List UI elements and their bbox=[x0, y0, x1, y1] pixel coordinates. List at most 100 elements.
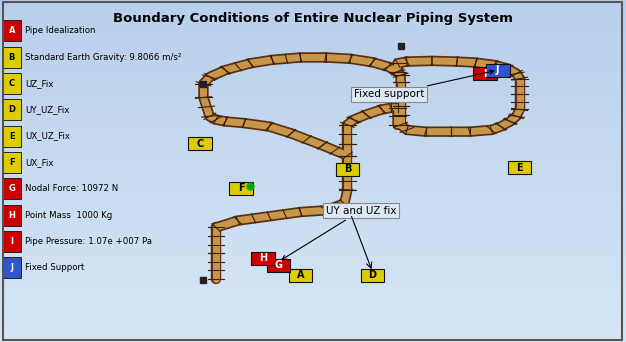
Bar bbox=[0, 333, 626, 335]
Bar bbox=[0, 299, 626, 301]
Bar bbox=[0, 31, 626, 32]
Bar bbox=[0, 180, 626, 181]
Bar bbox=[0, 139, 626, 140]
Bar bbox=[0, 38, 626, 39]
Bar bbox=[0, 51, 626, 53]
Bar bbox=[0, 123, 626, 125]
Bar bbox=[0, 279, 626, 280]
Bar bbox=[0, 214, 626, 215]
Bar bbox=[0, 226, 626, 227]
Bar bbox=[0, 253, 626, 255]
Text: H: H bbox=[259, 253, 267, 263]
Text: Fixed support: Fixed support bbox=[354, 70, 494, 100]
Bar bbox=[0, 284, 626, 286]
Bar bbox=[0, 135, 626, 137]
FancyBboxPatch shape bbox=[3, 126, 21, 147]
Bar bbox=[0, 9, 626, 10]
Text: UX_Fix: UX_Fix bbox=[25, 158, 54, 167]
Bar bbox=[0, 3, 626, 5]
Bar bbox=[0, 145, 626, 147]
Bar bbox=[0, 183, 626, 185]
Text: Fixed Support: Fixed Support bbox=[25, 263, 85, 272]
Bar bbox=[0, 190, 626, 192]
Bar bbox=[0, 96, 626, 97]
Bar bbox=[0, 17, 626, 19]
Bar bbox=[0, 251, 626, 253]
Bar bbox=[0, 14, 626, 15]
Bar bbox=[0, 335, 626, 337]
Text: UY_UZ_Fix: UY_UZ_Fix bbox=[25, 105, 69, 114]
Bar bbox=[0, 313, 626, 315]
Bar bbox=[0, 133, 626, 135]
Text: UX_UZ_Fix: UX_UZ_Fix bbox=[25, 132, 70, 141]
Text: Point Mass  1000 Kg: Point Mass 1000 Kg bbox=[25, 211, 112, 220]
Bar bbox=[0, 128, 626, 130]
Bar bbox=[0, 5, 626, 7]
Bar bbox=[0, 74, 626, 75]
FancyBboxPatch shape bbox=[486, 64, 510, 77]
Bar bbox=[0, 103, 626, 104]
Text: J: J bbox=[11, 263, 13, 272]
Bar bbox=[0, 149, 626, 150]
Bar bbox=[0, 34, 626, 36]
Text: G: G bbox=[9, 184, 15, 193]
Bar bbox=[0, 111, 626, 113]
Bar bbox=[0, 311, 626, 313]
FancyBboxPatch shape bbox=[289, 269, 312, 282]
Bar bbox=[0, 277, 626, 279]
Bar bbox=[0, 202, 626, 203]
Bar bbox=[0, 195, 626, 197]
Bar bbox=[0, 339, 626, 340]
Bar bbox=[0, 68, 626, 70]
Bar bbox=[0, 147, 626, 149]
Bar bbox=[0, 118, 626, 120]
Bar bbox=[0, 116, 626, 118]
Text: I: I bbox=[11, 237, 13, 246]
Bar bbox=[0, 166, 626, 168]
Bar bbox=[0, 203, 626, 205]
Bar bbox=[0, 239, 626, 241]
Text: G: G bbox=[275, 260, 282, 270]
Bar bbox=[0, 10, 626, 12]
Bar bbox=[0, 231, 626, 233]
Bar bbox=[0, 250, 626, 251]
Bar bbox=[0, 108, 626, 109]
FancyBboxPatch shape bbox=[361, 269, 384, 282]
Bar bbox=[0, 75, 626, 77]
Bar bbox=[0, 22, 626, 24]
Bar bbox=[0, 193, 626, 195]
Bar bbox=[0, 94, 626, 96]
Bar bbox=[0, 234, 626, 236]
Bar bbox=[0, 77, 626, 79]
Bar bbox=[0, 298, 626, 299]
Bar bbox=[0, 87, 626, 89]
FancyBboxPatch shape bbox=[229, 182, 253, 195]
Bar bbox=[0, 301, 626, 303]
Bar bbox=[0, 80, 626, 82]
Bar bbox=[0, 84, 626, 86]
Bar bbox=[0, 303, 626, 304]
Bar bbox=[0, 308, 626, 310]
Bar bbox=[0, 294, 626, 296]
FancyBboxPatch shape bbox=[3, 73, 21, 94]
Bar bbox=[0, 310, 626, 311]
Bar bbox=[0, 63, 626, 65]
Text: B: B bbox=[9, 53, 15, 62]
Bar bbox=[0, 130, 626, 132]
Bar bbox=[0, 256, 626, 258]
Text: H: H bbox=[9, 211, 15, 220]
Bar bbox=[0, 58, 626, 60]
Bar bbox=[0, 321, 626, 323]
FancyBboxPatch shape bbox=[188, 137, 212, 150]
Bar bbox=[0, 320, 626, 321]
Bar bbox=[0, 19, 626, 21]
Bar bbox=[0, 236, 626, 238]
Bar bbox=[0, 258, 626, 260]
Bar bbox=[0, 29, 626, 31]
Text: D: D bbox=[369, 270, 376, 280]
Bar bbox=[0, 219, 626, 221]
Bar bbox=[0, 198, 626, 200]
Bar bbox=[0, 280, 626, 282]
Bar bbox=[0, 274, 626, 275]
Bar bbox=[0, 207, 626, 209]
